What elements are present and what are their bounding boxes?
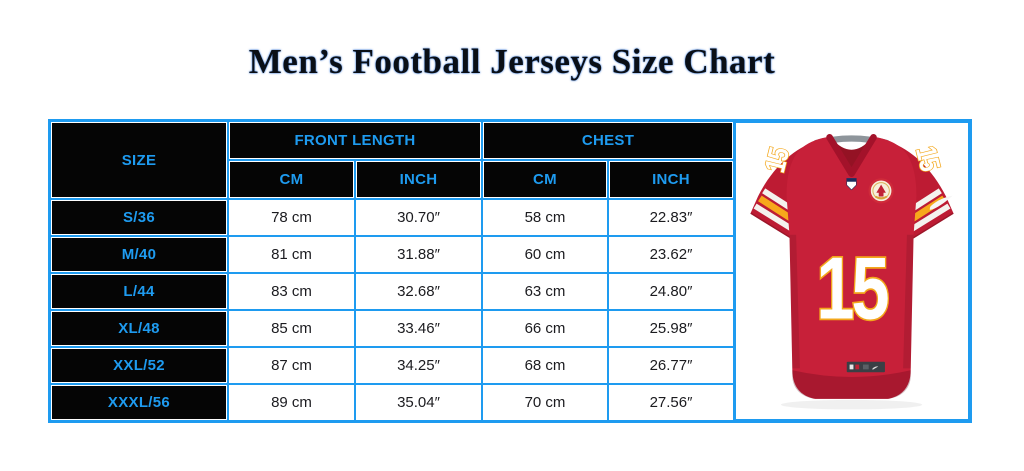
front-cm-cell: 85 cm	[230, 312, 353, 345]
column-header-chest-cm: CM	[484, 162, 606, 197]
table-row: XXXL/56 89 cm 35.04″ 70 cm 27.56″	[52, 386, 732, 419]
front-inch-cell: 32.68″	[357, 275, 480, 308]
chest-cm-cell: 63 cm	[484, 275, 606, 308]
jock-tag	[846, 361, 885, 373]
table-row: S/36 78 cm 30.70″ 58 cm 22.83″	[52, 201, 732, 234]
shoulder-number-right: 15	[909, 142, 946, 174]
collar-inner-shadow	[831, 138, 872, 172]
column-header-chest-inch: INCH	[610, 162, 732, 197]
size-label: XXXL/56	[52, 386, 226, 419]
chest-cm-cell: 58 cm	[484, 201, 606, 234]
size-label: XL/48	[52, 312, 226, 345]
jersey-illustration: 15 15 15	[750, 133, 954, 410]
nike-swoosh-icon	[929, 195, 953, 210]
chest-inch-cell: 24.80″	[610, 275, 732, 308]
front-cm-cell: 83 cm	[230, 275, 353, 308]
front-cm-cell: 81 cm	[230, 238, 353, 271]
header-row-units: CM INCH CM INCH	[52, 162, 732, 197]
svg-text:15: 15	[909, 143, 945, 174]
table-row: M/40 81 cm 31.88″ 60 cm 23.62″	[52, 238, 732, 271]
front-inch-cell: 35.04″	[357, 386, 480, 419]
front-inch-cell: 31.88″	[357, 238, 480, 271]
size-chart-frame: SIZE FRONT LENGTH CHEST CM INCH CM INCH …	[48, 119, 972, 423]
size-label: XXL/52	[52, 349, 226, 382]
column-group-front-length: FRONT LENGTH	[230, 123, 480, 158]
front-inch-cell: 34.25″	[357, 349, 480, 382]
chiefs-patch-icon	[868, 178, 894, 204]
nfl-shield-icon	[846, 178, 857, 191]
chest-inch-cell: 22.83″	[610, 201, 732, 234]
jersey-shadow	[780, 399, 923, 410]
front-cm-cell: 78 cm	[230, 201, 353, 234]
jersey-photo-panel: 15 15 15	[736, 123, 968, 419]
front-inch-cell: 33.46″	[357, 312, 480, 345]
chest-inch-cell: 25.98″	[610, 312, 732, 345]
svg-text:15: 15	[760, 145, 796, 176]
header-row-groups: SIZE FRONT LENGTH CHEST	[52, 123, 732, 197]
right-mesh-panel	[903, 234, 914, 369]
table-row: L/44 83 cm 32.68″ 63 cm 24.80″	[52, 275, 732, 308]
front-inch-cell: 30.70″	[357, 201, 480, 234]
left-mesh-panel	[789, 234, 800, 369]
chest-cm-cell: 60 cm	[484, 238, 606, 271]
chest-inch-cell: 26.77″	[610, 349, 732, 382]
page-title: Men’s Football Jerseys Size Chart	[248, 42, 776, 81]
hem-shading	[792, 370, 911, 399]
column-header-size: SIZE	[52, 123, 226, 197]
table-row: XL/48 85 cm 33.46″ 66 cm 25.98″	[52, 312, 732, 345]
chest-number: 15	[815, 238, 893, 339]
chest-inch-cell: 23.62″	[610, 238, 732, 271]
svg-text:15: 15	[816, 240, 888, 338]
column-header-front-cm: CM	[230, 162, 353, 197]
chest-inch-cell: 27.56″	[610, 386, 732, 419]
front-cm-cell: 87 cm	[230, 349, 353, 382]
size-chart-table: SIZE FRONT LENGTH CHEST CM INCH CM INCH …	[48, 119, 736, 423]
table-row: XXL/52 87 cm 34.25″ 68 cm 26.77″	[52, 349, 732, 382]
size-label: M/40	[52, 238, 226, 271]
collar-v-band	[826, 133, 877, 177]
chest-cm-cell: 70 cm	[484, 386, 606, 419]
column-header-front-inch: INCH	[357, 162, 480, 197]
shoulder-number-left: 15	[759, 144, 796, 176]
column-group-chest: CHEST	[484, 123, 732, 158]
chest-cm-cell: 66 cm	[484, 312, 606, 345]
front-cm-cell: 89 cm	[230, 386, 353, 419]
chest-cm-cell: 68 cm	[484, 349, 606, 382]
size-label: S/36	[52, 201, 226, 234]
size-label: L/44	[52, 275, 226, 308]
